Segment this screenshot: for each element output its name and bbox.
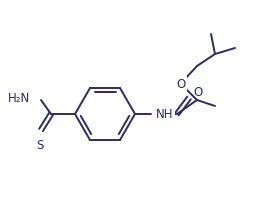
Text: H₂N: H₂N [8,92,30,104]
Text: NH: NH [156,108,174,120]
Text: O: O [176,78,186,90]
Text: O: O [193,87,202,99]
Text: S: S [36,139,44,152]
